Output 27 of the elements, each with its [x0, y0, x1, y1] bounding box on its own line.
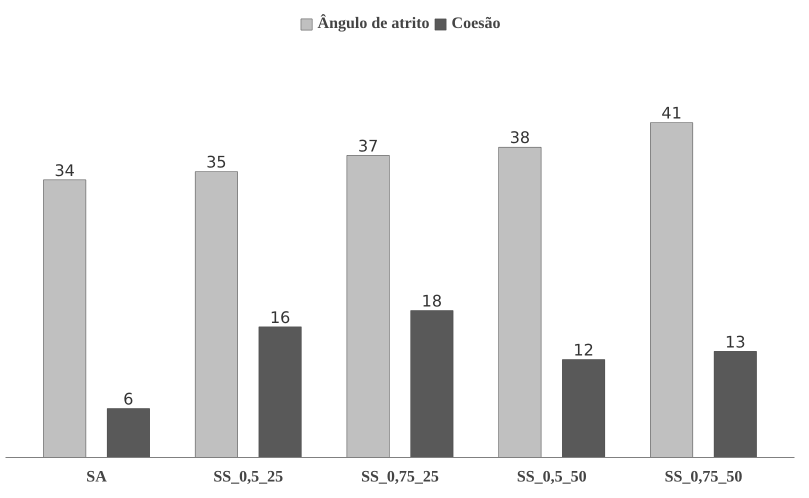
x-tick-label: SS_0,5_50	[516, 468, 587, 486]
bar	[194, 171, 238, 458]
data-label: 16	[270, 308, 290, 327]
bar	[562, 359, 606, 458]
bar	[498, 146, 542, 458]
x-tick-label: SS_0,75_50	[664, 468, 742, 486]
x-tick-label: SS_0,75_25	[361, 468, 439, 486]
data-label: 18	[422, 292, 442, 311]
bar	[106, 408, 150, 458]
data-label: 34	[54, 160, 75, 180]
legend-label: Coesão	[452, 15, 500, 33]
data-label: 13	[725, 332, 746, 352]
x-tick-label: SA	[86, 468, 108, 486]
data-label: 38	[510, 128, 530, 148]
bar	[258, 326, 302, 458]
bar	[43, 180, 86, 458]
data-label: 35	[206, 152, 227, 172]
bar	[650, 122, 694, 458]
bar	[346, 155, 390, 458]
x-tick-label: SS_0,5_25	[213, 468, 284, 486]
data-label: 37	[358, 136, 378, 156]
bar	[714, 351, 757, 458]
data-label: 41	[661, 104, 682, 123]
data-label: 12	[573, 340, 594, 360]
data-label: 6	[123, 390, 134, 409]
bar	[410, 310, 454, 458]
legend-label: Ângulo de atrito	[318, 15, 430, 33]
